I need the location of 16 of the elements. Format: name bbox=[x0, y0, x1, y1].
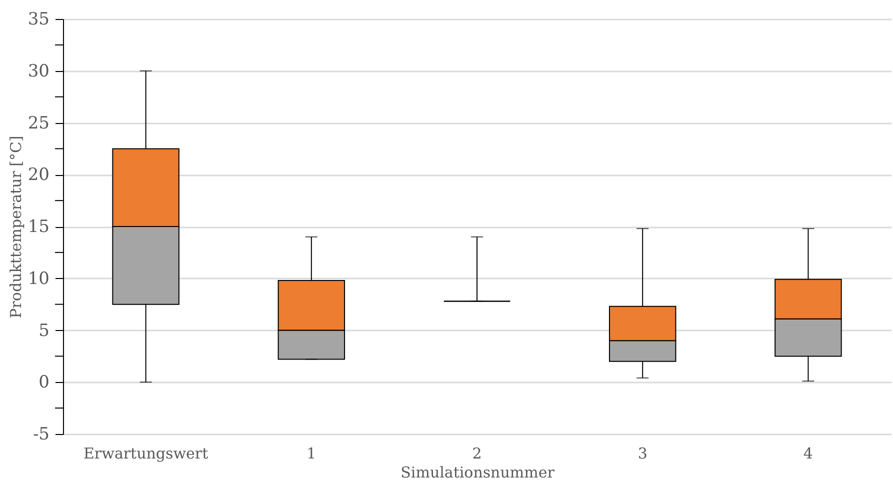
x-tick-label: 1 bbox=[306, 444, 316, 462]
y-tick-label: -5 bbox=[32, 424, 50, 444]
y-tick-label: 0 bbox=[38, 372, 50, 393]
y-tick-label: 35 bbox=[28, 10, 50, 30]
x-tick-label: 2 bbox=[472, 444, 482, 462]
x-axis-title: Simulationsnummer bbox=[400, 464, 556, 482]
y-tick-label: 15 bbox=[28, 217, 50, 237]
x-tick-label: Erwartungswert bbox=[83, 444, 208, 462]
y-tick-label: 10 bbox=[28, 268, 50, 289]
x-tick-label: 4 bbox=[803, 444, 813, 462]
y-tick-label: 30 bbox=[28, 61, 50, 82]
x-tick-label: 3 bbox=[638, 444, 648, 462]
y-axis-title: Produkttemperatur [°C] bbox=[6, 136, 25, 318]
y-tick-label: 25 bbox=[28, 113, 50, 134]
y-tick-label: 20 bbox=[28, 165, 50, 186]
y-tick-label: 5 bbox=[38, 320, 50, 341]
